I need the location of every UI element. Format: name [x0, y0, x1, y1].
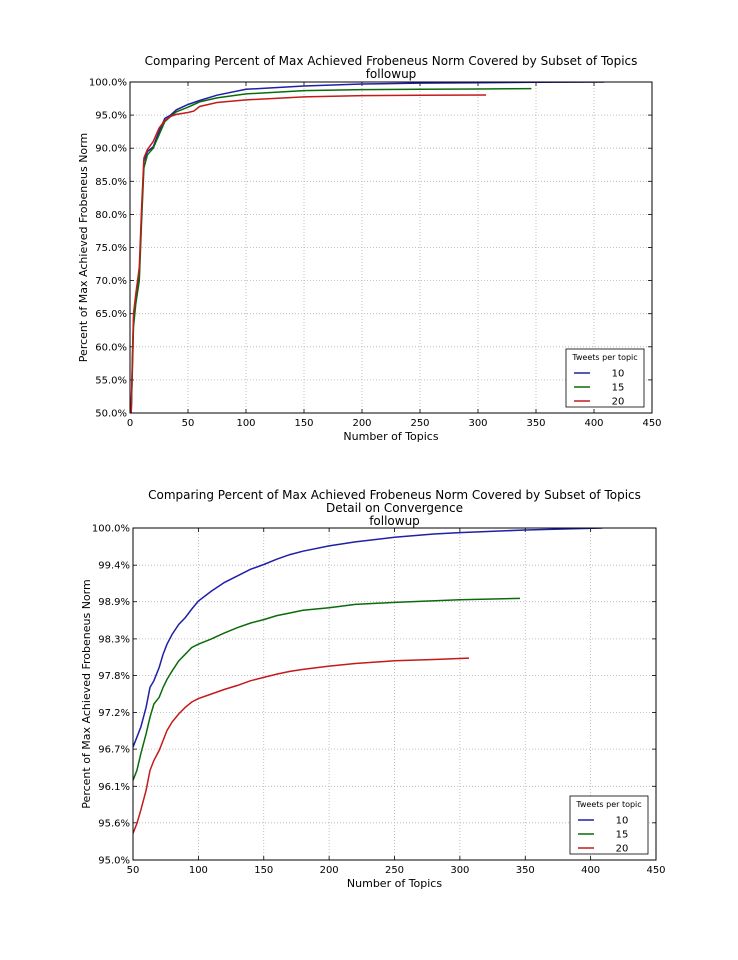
series-line-20 — [133, 657, 470, 834]
y-tick-label: 95.6% — [98, 818, 130, 829]
x-tick-label: 200 — [320, 865, 339, 876]
x-tick-label: 50 — [127, 865, 140, 876]
x-tick-label: 400 — [581, 865, 600, 876]
x-tick-label: 350 — [526, 418, 545, 429]
chart-subtitle: followup — [366, 67, 417, 81]
y-tick-label: 96.7% — [98, 745, 130, 756]
chart-frobeneus-convergence-detail: Comparing Percent of Max Achieved Froben… — [0, 470, 738, 930]
y-tick-label: 50.0% — [95, 409, 127, 420]
series-line-10 — [130, 82, 605, 413]
y-tick-label: 99.4% — [98, 561, 130, 572]
legend-label-15: 15 — [612, 383, 625, 394]
legend-label-20: 20 — [616, 844, 629, 855]
x-tick-label: 150 — [294, 418, 313, 429]
x-tick-label: 450 — [646, 865, 665, 876]
legend-label-15: 15 — [616, 830, 629, 841]
x-tick-label: 150 — [254, 865, 273, 876]
legend-title: Tweets per topic — [575, 800, 641, 809]
y-tick-label: 90.0% — [95, 144, 127, 155]
y-tick-label: 98.3% — [98, 634, 130, 645]
y-tick-label: 97.2% — [98, 708, 130, 719]
chart-svg: Comparing Percent of Max Achieved Froben… — [80, 488, 666, 890]
y-tick-label: 60.0% — [95, 342, 127, 353]
y-tick-label: 70.0% — [95, 276, 127, 287]
y-axis-label: Percent of Max Achieved Frobeneus Norm — [80, 579, 93, 808]
series-line-20 — [130, 94, 487, 413]
y-tick-label: 85.0% — [95, 177, 127, 188]
y-tick-label: 95.0% — [95, 111, 127, 122]
x-tick-label: 0 — [127, 418, 133, 429]
legend-label-20: 20 — [612, 397, 625, 408]
x-tick-label: 100 — [236, 418, 255, 429]
legend-title: Tweets per topic — [571, 353, 637, 362]
chart-title: Comparing Percent of Max Achieved Froben… — [148, 488, 641, 502]
y-axis-label: Percent of Max Achieved Frobeneus Norm — [77, 133, 90, 362]
x-tick-label: 450 — [642, 418, 661, 429]
chart-svg: Comparing Percent of Max Achieved Froben… — [77, 54, 662, 443]
y-tick-label: 80.0% — [95, 210, 127, 221]
x-tick-label: 50 — [182, 418, 195, 429]
legend-label-10: 10 — [616, 816, 629, 827]
x-tick-label: 250 — [385, 865, 404, 876]
y-tick-label: 95.0% — [98, 856, 130, 867]
chart-title: Comparing Percent of Max Achieved Froben… — [145, 54, 638, 68]
x-axis-label: Number of Topics — [347, 877, 442, 890]
y-tick-label: 100.0% — [92, 524, 130, 535]
series-line-10 — [133, 528, 603, 748]
x-tick-label: 300 — [450, 865, 469, 876]
y-tick-label: 100.0% — [89, 78, 127, 89]
axes-frame — [132, 527, 657, 861]
legend-box — [565, 348, 645, 408]
x-axis-label: Number of Topics — [343, 430, 438, 443]
x-tick-label: 400 — [584, 418, 603, 429]
x-tick-label: 100 — [189, 865, 208, 876]
legend-box — [569, 795, 649, 855]
legend-label-10: 10 — [612, 369, 625, 380]
chart-subtitle: followup — [369, 514, 420, 528]
x-tick-label: 200 — [352, 418, 371, 429]
y-tick-label: 97.8% — [98, 671, 130, 682]
y-tick-label: 75.0% — [95, 243, 127, 254]
x-tick-label: 350 — [516, 865, 535, 876]
y-tick-label: 98.9% — [98, 597, 130, 608]
chart-frobeneus-coverage: Comparing Percent of Max Achieved Froben… — [0, 0, 738, 460]
y-tick-label: 96.1% — [98, 782, 130, 793]
series-line-15 — [133, 597, 521, 781]
y-tick-label: 55.0% — [95, 375, 127, 386]
x-tick-label: 250 — [410, 418, 429, 429]
y-tick-label: 65.0% — [95, 309, 127, 320]
axes-frame — [129, 81, 653, 414]
chart-subtitle: Detail on Convergence — [326, 501, 463, 515]
x-tick-label: 300 — [468, 418, 487, 429]
